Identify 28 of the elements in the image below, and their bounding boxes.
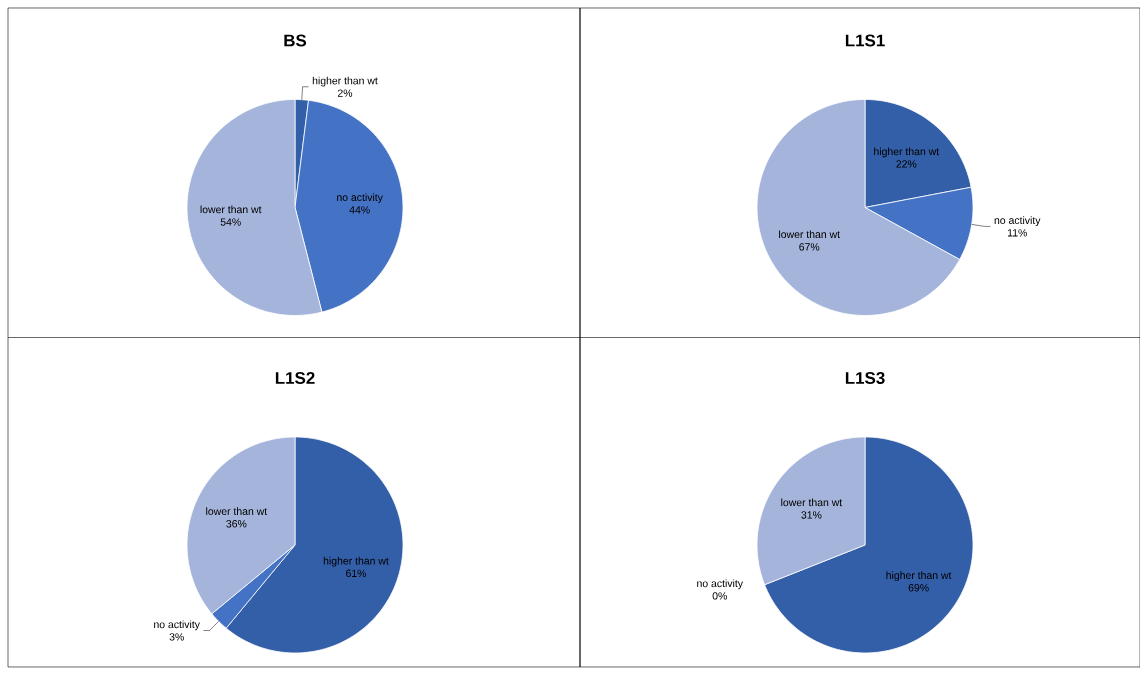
chart-title: L1S3 [845, 371, 885, 384]
slice-label: no activity [337, 193, 383, 204]
slice-label: no activity [154, 620, 200, 631]
data-label: 2% [337, 89, 353, 97]
slice-label: higher than wt [874, 147, 940, 158]
chart-title: BS [284, 34, 307, 47]
data-label: 31% [801, 511, 822, 519]
data-label: 36% [226, 520, 247, 528]
slice-label: lower than wt [200, 205, 262, 214]
category-label: no activity [697, 579, 743, 590]
text: 0% [712, 592, 727, 600]
data-label: 69% [908, 584, 929, 592]
data-label: 61% [346, 569, 367, 578]
chart-title: L1S1 [845, 34, 885, 47]
data-label: 3% [169, 633, 184, 641]
data-label: 11% [1007, 229, 1027, 237]
data-label: 44% [349, 206, 370, 214]
data-label: 22% [896, 160, 917, 168]
slice-label: no activity [994, 216, 1041, 227]
data-label: 67% [799, 243, 820, 251]
slice-label: lower than wt [206, 507, 268, 516]
slice-label: lower than wt [779, 230, 840, 239]
data-label: 54% [220, 218, 241, 226]
slice-label: higher than wt [886, 571, 952, 582]
slice-label: lower than wt [781, 498, 843, 507]
slice-label: higher than wt [323, 556, 389, 567]
slice-label: higher than wt [312, 76, 378, 87]
chart-title: L1S2 [275, 371, 315, 384]
